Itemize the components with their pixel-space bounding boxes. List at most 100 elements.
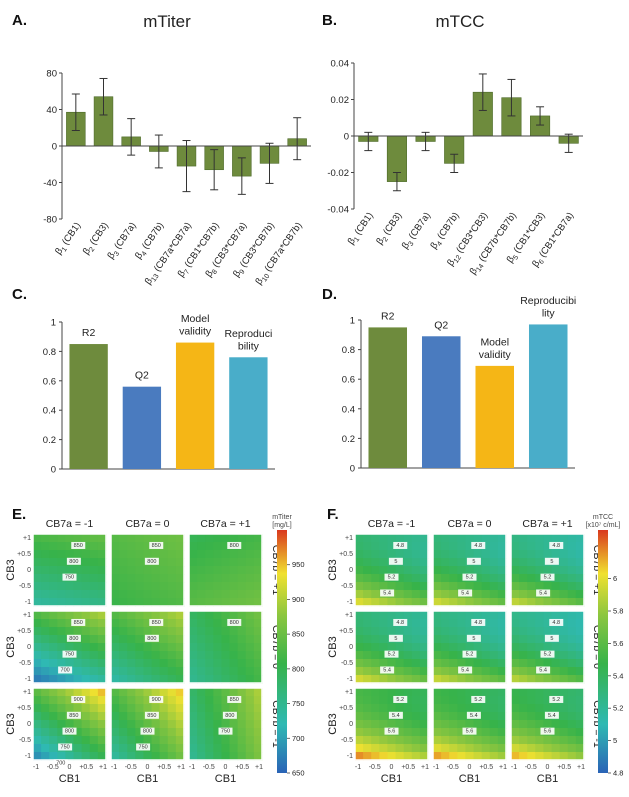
contour-cell (535, 728, 545, 737)
contour-cell (379, 550, 389, 559)
contour-cell (89, 675, 99, 684)
contour-cell (567, 590, 577, 599)
contour-cell (49, 574, 58, 583)
contour-cell (519, 688, 528, 697)
contour-cell (519, 643, 528, 652)
contour-cell (159, 550, 169, 559)
contour-label-bg (384, 573, 399, 581)
contour-cell (371, 574, 380, 583)
contour-cell (57, 688, 67, 697)
contour-cell (355, 744, 364, 753)
contour-cell (57, 611, 67, 620)
contour-cell (213, 611, 223, 620)
contour-cell (559, 635, 569, 644)
contour-cell (41, 688, 50, 697)
contour-cell (57, 619, 67, 628)
contour-cell (355, 675, 364, 684)
category-symbol: β (530, 258, 542, 269)
contour-cell (97, 659, 107, 668)
contour-cell (489, 659, 499, 668)
contour-cell (205, 728, 214, 737)
contour-cell (229, 566, 239, 575)
contour-cell (419, 667, 429, 676)
contour-label: 750 (221, 729, 230, 735)
contour-cell (497, 558, 507, 567)
contour-cell (97, 611, 107, 620)
contour-cell (497, 696, 507, 705)
contour-cell (175, 558, 185, 567)
contour-cell (143, 651, 153, 660)
contour-cell (197, 574, 206, 583)
contour-label-bg (380, 589, 395, 597)
contour-cell (97, 627, 107, 636)
contour-cell (189, 558, 198, 567)
contour-cell (97, 590, 107, 599)
y-tick-label-C: 0.2 (43, 435, 56, 446)
contour-cell (511, 635, 520, 644)
column-header-F-3: CB7a = +1 (522, 518, 572, 530)
contour-cell (473, 659, 483, 668)
contour-cell (97, 704, 107, 713)
contour-cell (111, 550, 120, 559)
contour-cell (379, 643, 389, 652)
contour-cell (551, 582, 561, 591)
contour-cell (81, 659, 91, 668)
y-tick-label-F: 0 (349, 567, 353, 574)
contour-cell (449, 704, 458, 713)
y-tick-label-F: +1 (345, 535, 353, 542)
contour-cell (175, 611, 185, 620)
contour-label: 5 (550, 636, 553, 642)
contour-cell (57, 752, 67, 761)
contour-cell (433, 619, 442, 628)
contour-cell (143, 534, 153, 543)
contour-cell (175, 635, 185, 644)
contour-cell (73, 688, 83, 697)
contour-cell (575, 550, 585, 559)
bar-label-D-4: Reproducibi (520, 295, 576, 307)
contour-cell (33, 736, 42, 745)
contour-cell (481, 704, 491, 713)
contour-cell (411, 712, 421, 721)
contour-cell (481, 659, 491, 668)
contour-cell (89, 574, 99, 583)
contour-cell (473, 667, 483, 676)
contour-cell (229, 627, 239, 636)
contour-cell (395, 752, 405, 761)
contour-cell (41, 651, 50, 660)
contour-cell (65, 659, 75, 668)
contour-cell (371, 675, 380, 684)
contour-cell (559, 542, 569, 551)
contour-cell (497, 550, 507, 559)
contour-cell (127, 651, 136, 660)
contour-cell (229, 720, 239, 729)
bar-D-2 (421, 336, 461, 468)
contour-cell (89, 728, 99, 737)
contour-cell (355, 627, 364, 636)
contour-label: 5 (550, 559, 553, 565)
contour-cell (111, 744, 120, 753)
contour-cell (387, 720, 397, 729)
contour-cell (175, 752, 185, 761)
contour-label: 4.8 (474, 543, 482, 549)
contour-cell (497, 744, 507, 753)
contour-cell (189, 550, 198, 559)
contour-cell (559, 534, 569, 543)
colorbar-tick-label-F: 5.8 (613, 607, 623, 616)
contour-cell (97, 635, 107, 644)
contour-cell (73, 574, 83, 583)
contour-cell (511, 619, 520, 628)
contour-cell (143, 720, 153, 729)
contour-cell (441, 635, 450, 644)
contour-cell (49, 688, 58, 697)
contour-cell (97, 574, 107, 583)
contour-cell (89, 651, 99, 660)
contour-cell (111, 667, 120, 676)
contour-cell (567, 667, 577, 676)
contour-cell (567, 534, 577, 543)
contour-cell (159, 744, 169, 753)
contour-cell (441, 542, 450, 551)
contour-cell (575, 720, 585, 729)
contour-cell (111, 720, 120, 729)
contour-cell (433, 627, 442, 636)
